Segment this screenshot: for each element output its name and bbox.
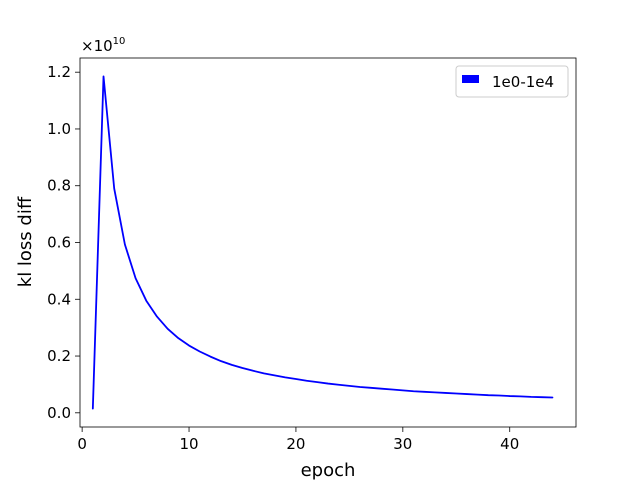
- y-axis-offset-label: ×1010: [81, 36, 125, 55]
- legend: 1e0-1e4: [455, 65, 569, 98]
- x-tick-label: 0: [77, 435, 87, 453]
- x-axis-label: epoch: [301, 460, 356, 480]
- x-axis-ticks: 0 10 20 30 40: [77, 427, 519, 453]
- y-tick-label: 0.4: [47, 290, 71, 308]
- y-tick-label: 1.2: [47, 63, 71, 81]
- y-tick-label: 0.0: [47, 404, 71, 422]
- x-tick-label: 10: [179, 435, 198, 453]
- y-tick-label: 0.2: [47, 347, 71, 365]
- y-axis-label: kl loss diff: [15, 196, 36, 287]
- y-tick-label: 0.8: [47, 177, 71, 195]
- plot-area: [80, 58, 576, 427]
- plot-frame: [79, 57, 577, 428]
- x-tick-label: 20: [286, 435, 305, 453]
- y-axis-ticks: 0.0 0.2 0.4 0.6 0.8 1.0 1.2: [47, 63, 80, 422]
- y-tick-label: 0.6: [47, 234, 71, 252]
- legend-label: 1e0-1e4: [492, 73, 554, 91]
- x-tick-label: 40: [500, 435, 519, 453]
- legend-box: [455, 65, 569, 98]
- x-tick-label: 30: [393, 435, 412, 453]
- series-line-1e0-1e4: [91, 75, 554, 410]
- legend-swatch: [462, 75, 479, 83]
- y-tick-label: 1.0: [47, 120, 71, 138]
